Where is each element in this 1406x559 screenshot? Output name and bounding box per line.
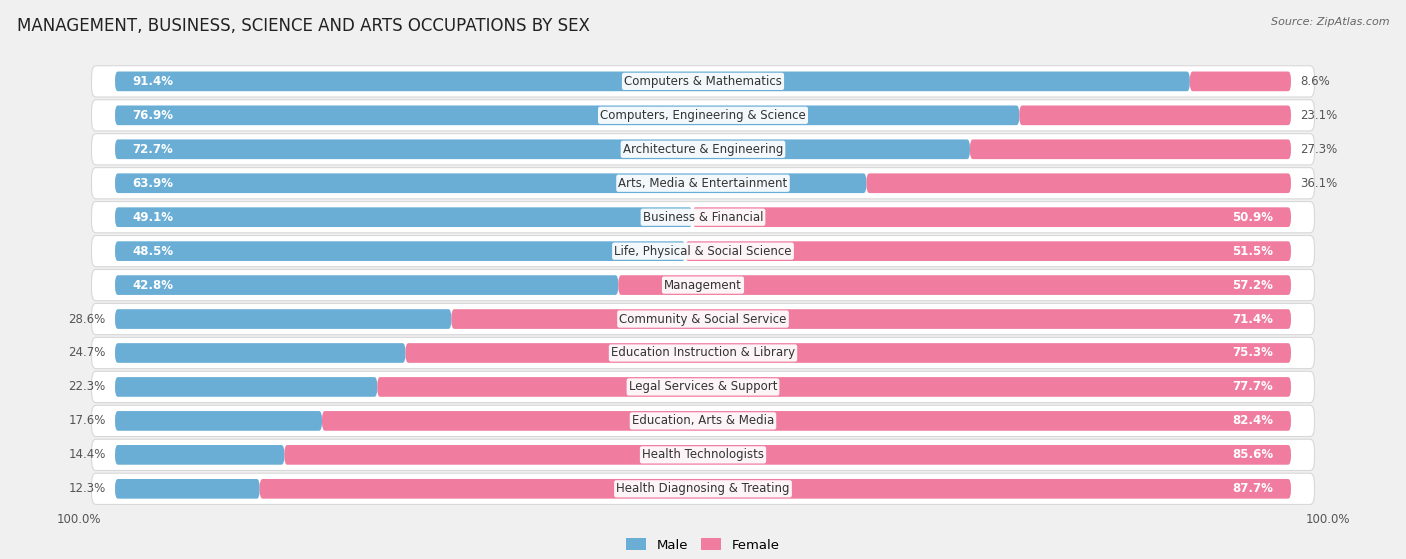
Text: Health Technologists: Health Technologists	[643, 448, 763, 461]
Legend: Male, Female: Male, Female	[620, 532, 786, 558]
FancyBboxPatch shape	[692, 207, 1291, 227]
FancyBboxPatch shape	[405, 343, 1291, 363]
Text: 14.4%: 14.4%	[69, 448, 105, 461]
Text: 23.1%: 23.1%	[1301, 109, 1337, 122]
Text: Architecture & Engineering: Architecture & Engineering	[623, 143, 783, 156]
FancyBboxPatch shape	[91, 371, 1315, 402]
Text: Arts, Media & Entertainment: Arts, Media & Entertainment	[619, 177, 787, 190]
Text: Legal Services & Support: Legal Services & Support	[628, 381, 778, 394]
Text: Business & Financial: Business & Financial	[643, 211, 763, 224]
Text: 57.2%: 57.2%	[1233, 278, 1274, 292]
FancyBboxPatch shape	[115, 445, 284, 465]
FancyBboxPatch shape	[91, 269, 1315, 301]
Text: 87.7%: 87.7%	[1233, 482, 1274, 495]
FancyBboxPatch shape	[115, 411, 322, 431]
FancyBboxPatch shape	[91, 304, 1315, 335]
FancyBboxPatch shape	[115, 139, 970, 159]
Text: 48.5%: 48.5%	[132, 245, 174, 258]
Text: 75.3%: 75.3%	[1233, 347, 1274, 359]
Text: 50.9%: 50.9%	[1232, 211, 1274, 224]
Text: 72.7%: 72.7%	[132, 143, 173, 156]
FancyBboxPatch shape	[115, 241, 685, 261]
FancyBboxPatch shape	[115, 377, 377, 397]
Text: Education, Arts & Media: Education, Arts & Media	[631, 414, 775, 428]
FancyBboxPatch shape	[91, 66, 1315, 97]
FancyBboxPatch shape	[91, 134, 1315, 165]
FancyBboxPatch shape	[1189, 72, 1291, 91]
FancyBboxPatch shape	[91, 338, 1315, 368]
FancyBboxPatch shape	[91, 168, 1315, 199]
Text: 28.6%: 28.6%	[69, 312, 105, 325]
Text: Computers & Mathematics: Computers & Mathematics	[624, 75, 782, 88]
Text: 27.3%: 27.3%	[1301, 143, 1337, 156]
Text: 17.6%: 17.6%	[69, 414, 105, 428]
FancyBboxPatch shape	[115, 309, 451, 329]
Text: Management: Management	[664, 278, 742, 292]
Text: 91.4%: 91.4%	[132, 75, 174, 88]
Text: Community & Social Service: Community & Social Service	[619, 312, 787, 325]
Text: 51.5%: 51.5%	[1232, 245, 1274, 258]
Text: Life, Physical & Social Science: Life, Physical & Social Science	[614, 245, 792, 258]
FancyBboxPatch shape	[115, 173, 866, 193]
FancyBboxPatch shape	[115, 207, 692, 227]
FancyBboxPatch shape	[1019, 106, 1291, 125]
FancyBboxPatch shape	[866, 173, 1291, 193]
Text: 85.6%: 85.6%	[1232, 448, 1274, 461]
Text: 71.4%: 71.4%	[1233, 312, 1274, 325]
FancyBboxPatch shape	[91, 100, 1315, 131]
FancyBboxPatch shape	[685, 241, 1291, 261]
FancyBboxPatch shape	[451, 309, 1291, 329]
FancyBboxPatch shape	[115, 479, 260, 499]
FancyBboxPatch shape	[115, 72, 1189, 91]
FancyBboxPatch shape	[115, 106, 1019, 125]
FancyBboxPatch shape	[322, 411, 1291, 431]
FancyBboxPatch shape	[377, 377, 1291, 397]
Text: 22.3%: 22.3%	[69, 381, 105, 394]
FancyBboxPatch shape	[115, 343, 405, 363]
FancyBboxPatch shape	[619, 275, 1291, 295]
Text: 100.0%: 100.0%	[56, 513, 101, 526]
Text: 24.7%: 24.7%	[69, 347, 105, 359]
FancyBboxPatch shape	[260, 479, 1291, 499]
Text: 77.7%: 77.7%	[1233, 381, 1274, 394]
Text: 82.4%: 82.4%	[1232, 414, 1274, 428]
Text: 42.8%: 42.8%	[132, 278, 174, 292]
Text: 63.9%: 63.9%	[132, 177, 174, 190]
FancyBboxPatch shape	[970, 139, 1291, 159]
Text: 76.9%: 76.9%	[132, 109, 174, 122]
Text: 100.0%: 100.0%	[1305, 513, 1350, 526]
Text: MANAGEMENT, BUSINESS, SCIENCE AND ARTS OCCUPATIONS BY SEX: MANAGEMENT, BUSINESS, SCIENCE AND ARTS O…	[17, 17, 589, 35]
Text: Education Instruction & Library: Education Instruction & Library	[612, 347, 794, 359]
FancyBboxPatch shape	[284, 445, 1291, 465]
Text: Computers, Engineering & Science: Computers, Engineering & Science	[600, 109, 806, 122]
Text: 8.6%: 8.6%	[1301, 75, 1330, 88]
Text: 12.3%: 12.3%	[69, 482, 105, 495]
Text: 49.1%: 49.1%	[132, 211, 174, 224]
Text: 36.1%: 36.1%	[1301, 177, 1337, 190]
FancyBboxPatch shape	[91, 473, 1315, 504]
Text: Source: ZipAtlas.com: Source: ZipAtlas.com	[1271, 17, 1389, 27]
FancyBboxPatch shape	[115, 275, 619, 295]
FancyBboxPatch shape	[91, 405, 1315, 437]
FancyBboxPatch shape	[91, 202, 1315, 233]
FancyBboxPatch shape	[91, 235, 1315, 267]
Text: Health Diagnosing & Treating: Health Diagnosing & Treating	[616, 482, 790, 495]
FancyBboxPatch shape	[91, 439, 1315, 471]
